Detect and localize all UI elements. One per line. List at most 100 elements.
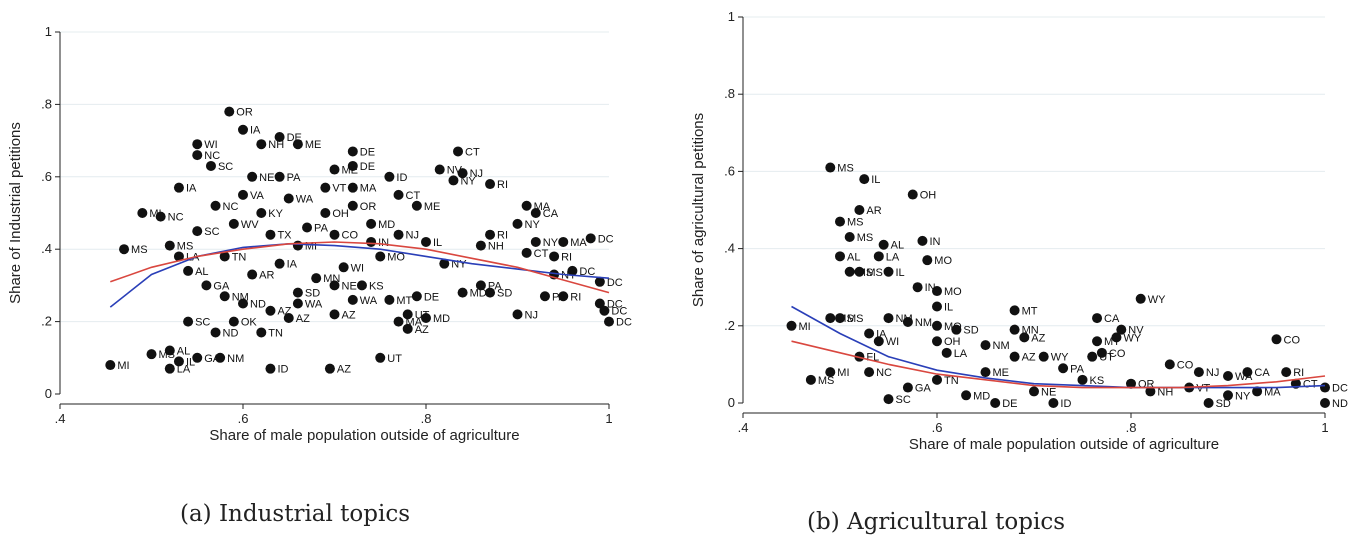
data-point-label: MD [433,313,450,325]
data-point-label: DC [1332,383,1348,395]
data-point-label: MA [570,237,587,249]
data-point-label: VT [1196,383,1210,395]
data-point [434,164,445,175]
data-point [883,394,894,405]
data-point-label: AZ [277,306,291,318]
x-tick-label: 1 [605,411,612,426]
data-point [883,313,894,324]
data-point-label: RI [561,251,572,263]
data-point [594,298,605,309]
data-point-label: UT [415,309,430,321]
data-point-label: ID [277,364,288,376]
data-point [1135,293,1146,304]
data-point [599,305,610,316]
data-point [878,239,889,250]
data-point-label: CO [342,230,359,242]
data-point-label: DC [611,306,627,318]
y-tick-label: .6 [724,163,735,178]
agricultural-scatter-plot: 0 .2 .4 .6 .8 1 .4 .6 .8 1 Share of male populatio… [690,9,1348,453]
data-point [192,352,203,363]
data-point [932,286,942,297]
data-point [393,189,404,200]
data-point [375,352,386,363]
x-tick-label: .4 [55,411,66,426]
data-point [1116,324,1127,335]
data-point-label: UT [387,353,402,365]
data-point [902,316,913,327]
data-point-label: PA [314,222,329,234]
data-point-label: OH [920,190,937,202]
data-point [1223,390,1233,401]
data-point [421,312,431,323]
data-point-label: MS [866,267,883,279]
data-point [1009,351,1020,362]
data-point-label: WV [241,219,259,231]
data-point-label: AL [891,240,904,252]
data-point [1320,398,1330,408]
y-tick-label: .6 [41,169,52,184]
data-point [283,193,294,204]
data-point-label: MS [857,232,874,244]
data-point-label: IL [433,237,442,249]
data-point [183,265,194,276]
data-point [539,291,550,302]
data-point-label: ME [305,139,322,151]
data-point [347,200,358,211]
data-point [338,262,349,273]
data-point-label: RI [497,230,508,242]
data-point-label: NC [223,201,239,213]
data-point [835,216,845,227]
data-point-label: PA [287,172,302,184]
data-point-label: ND [250,299,266,311]
data-point-label: AL [177,346,190,358]
data-point [786,320,797,331]
y-tick-label: 1 [728,9,735,24]
data-point-label: IN [929,236,940,248]
data-point-label: LA [177,364,191,376]
data-point-label: DC [579,266,595,278]
data-point [912,282,923,293]
data-point-label: GA [213,280,230,292]
data-point [567,265,578,276]
data-point [1096,347,1107,358]
data-point [1092,336,1103,347]
data-point [521,200,532,211]
data-point-label: WA [305,299,323,311]
data-point-label: NE [259,172,274,184]
data-point [1111,332,1122,343]
data-point [402,323,413,334]
data-point [366,236,377,247]
data-point [366,218,377,229]
data-point [1320,382,1330,393]
y-tick-label: 1 [45,24,52,39]
data-point-label: GA [915,383,932,395]
data-point [883,266,894,277]
data-point [320,182,331,193]
data-point-label: MI [117,360,129,372]
data-point [825,162,836,173]
data-point [329,229,340,240]
data-point-label: MT [1022,305,1038,317]
y-tick-label: 0 [728,395,735,410]
x-tick-label: .4 [738,420,749,435]
data-point-label: DE [424,291,439,303]
data-point-label: NY [543,237,559,249]
data-point [549,251,560,262]
data-point-label: ND [1332,398,1348,410]
data-point [356,280,367,291]
y-axis-title: Share of agricultural petitions [690,113,707,307]
data-point [604,316,614,327]
y-tick-label: .8 [724,86,735,101]
data-point-label: TN [944,375,959,387]
data-point-label: WA [360,295,378,307]
data-point [1193,367,1204,378]
industrial-scatter-plot: 0 .2 .4 .6 .8 1 .4 .6 .8 1 Share of male populatio… [7,24,632,444]
data-point-label: MI [799,321,811,333]
data-point-label: NJ [525,309,538,321]
data-point-label: CT [406,190,421,202]
fit-line [791,305,1326,389]
data-point-label: SC [195,317,210,329]
data-point [238,124,248,135]
data-point-label: WY [1123,332,1141,344]
data-point-label: MS [177,241,194,253]
